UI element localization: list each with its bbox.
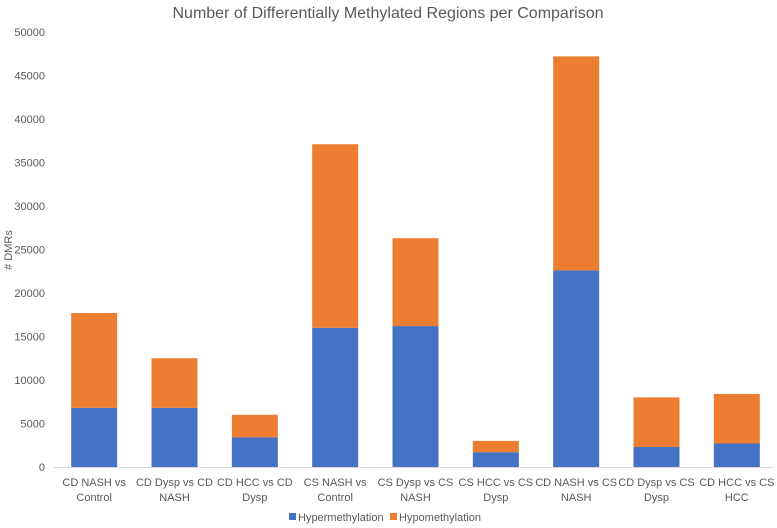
chart-title: Number of Differentially Methylated Regi… [172,5,603,22]
x-category-label-line: CD HCC vs CD [217,477,293,489]
bar-hypermethylation [633,446,680,467]
y-axis-title: # DMRs [3,230,15,270]
bar-hypermethylation [392,326,439,467]
x-category-label: CD Dysp vs CD NASH [136,477,213,504]
y-tick-label: 40000 [14,114,45,126]
bar-hypomethylation [151,358,198,408]
y-tick-label: 0 [39,462,45,474]
bar-hypomethylation [392,238,439,327]
x-category-label-line: NASH [400,492,431,504]
x-category-label-line: CD Dysp vs CS [618,477,694,489]
x-axis-categories: CD NASH vs Control CD Dysp vs CD NASH CD HCC… [62,477,774,504]
bar-hypomethylation [231,414,278,438]
bar-hypomethylation [553,56,600,271]
bar-hypermethylation [151,407,198,467]
y-tick-label: 15000 [14,332,45,344]
x-category-label: CS Dysp vs CS NASH [378,477,454,504]
x-category-label-line: HCC [725,492,749,504]
x-category-label-line: CD Dysp vs CD [136,477,213,489]
bar-hypomethylation [71,313,118,408]
y-tick-label: 20000 [14,288,45,300]
y-tick-label: 10000 [14,375,45,387]
x-category-label-line: CD NASH vs [62,477,126,489]
y-tick-label: 45000 [14,71,45,83]
legend: Hypermethylation Hypomethylation [289,512,481,524]
legend-item: Hypermethylation [289,512,384,524]
x-category-label-line: NASH [159,492,190,504]
bar-hypomethylation [713,393,760,444]
bar-hypermethylation [472,452,519,467]
x-category-label: CD HCC vs CS HCC [699,477,774,504]
legend-label: Hypomethylation [399,512,481,524]
x-category-label: CD HCC vs CD Dysp [217,477,293,504]
x-category-label: CD NASH vs Control [62,477,126,504]
y-axis-ticks: 0 5000 10000 15000 20000 25000 30000 35000 40000… [14,27,45,474]
x-category-label: CD Dysp vs CS Dysp [618,477,694,504]
x-category-label: CS NASH vs Control [304,477,367,504]
bar-hypomethylation [633,397,680,447]
y-tick-label: 25000 [14,245,45,257]
y-tick-label: 30000 [14,201,45,213]
bars-group [71,56,760,467]
y-tick-label: 50000 [14,27,45,39]
bar-hypermethylation [553,270,600,467]
x-category-label-line: Dysp [483,492,508,504]
legend-swatch [390,513,397,520]
x-category-label-line: Control [317,492,352,504]
bar-hypermethylation [312,327,359,467]
x-category-label-line: CS NASH vs [304,477,367,489]
y-tick-label: 35000 [14,158,45,170]
bar-hypermethylation [71,407,118,467]
x-category-label: CD NASH vs CS NASH [535,477,617,504]
legend-swatch [289,513,296,520]
x-category-label-line: CS Dysp vs CS [378,477,454,489]
bar-hypermethylation [231,437,278,467]
x-category-label-line: Dysp [644,492,669,504]
x-category-label-line: CD HCC vs CS [699,477,774,489]
x-category-label-line: Dysp [242,492,267,504]
bar-hypermethylation [713,443,760,467]
x-category-label-line: CS HCC vs CS [459,477,534,489]
x-category-label-line: CD NASH vs CS [535,477,617,489]
x-category-label-line: Control [76,492,111,504]
bar-hypomethylation [472,440,519,453]
y-tick-label: 5000 [21,419,45,431]
x-category-label: CS HCC vs CS Dysp [459,477,534,504]
bar-hypomethylation [312,144,359,328]
legend-item: Hypomethylation [390,512,481,524]
x-category-label-line: NASH [561,492,592,504]
legend-label: Hypermethylation [298,512,384,524]
